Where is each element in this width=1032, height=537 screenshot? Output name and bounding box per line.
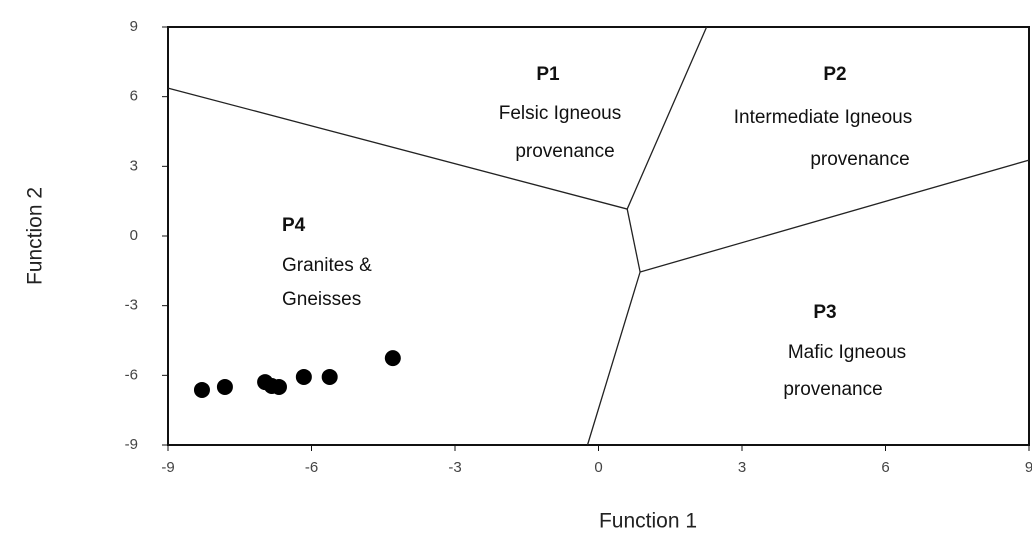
point — [295, 368, 312, 385]
region-text: Felsic Igneous — [499, 103, 622, 124]
region-text: provenance — [810, 149, 909, 170]
region-label: P3 — [813, 302, 836, 323]
y-tick-label: 3 — [130, 157, 138, 174]
y-tick-label: -6 — [125, 366, 138, 383]
region-text: Intermediate Igneous — [734, 107, 913, 128]
x-tick-label: 9 — [1025, 459, 1032, 476]
point — [384, 350, 401, 367]
region-text: Mafic Igneous — [788, 342, 906, 363]
y-tick-label: 6 — [130, 88, 138, 105]
x-tick-label: 6 — [881, 459, 889, 476]
point — [321, 368, 338, 385]
y-axis-label: Function 2 — [24, 187, 47, 285]
boundary-line — [167, 26, 708, 210]
y-tick-label: -9 — [125, 436, 138, 453]
x-tick-label: -6 — [305, 459, 318, 476]
region-text: Gneisses — [282, 289, 361, 310]
region-label: P4 — [282, 215, 306, 236]
point — [193, 381, 210, 398]
y-tick-label: 9 — [130, 18, 138, 35]
region-label: P2 — [823, 64, 846, 85]
x-tick-label: -9 — [161, 459, 174, 476]
x-tick-label: 3 — [738, 459, 746, 476]
region-text: Granites & — [282, 255, 372, 276]
x-axis-label: Function 1 — [599, 510, 697, 533]
region-label: P1 — [536, 64, 560, 85]
y-tick-label: 0 — [130, 227, 138, 244]
point — [270, 378, 287, 395]
region-text: provenance — [783, 379, 882, 400]
point — [216, 378, 233, 395]
boundary-line — [626, 208, 641, 273]
region-text: provenance — [515, 141, 614, 162]
x-tick-label: -3 — [448, 459, 461, 476]
y-tick-label: -3 — [125, 297, 138, 314]
boundary-line — [586, 159, 1030, 446]
x-tick-label: 0 — [594, 459, 602, 476]
